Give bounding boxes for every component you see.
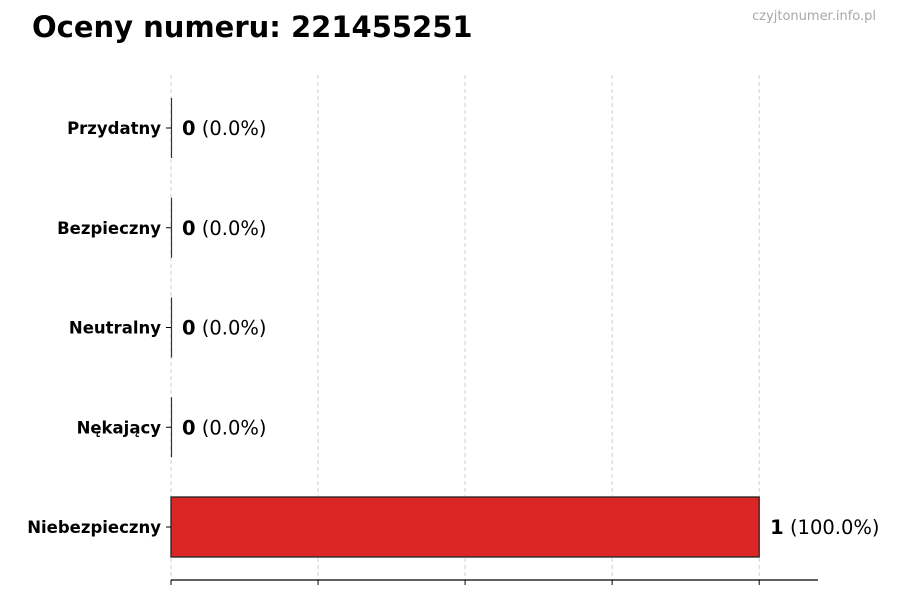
data-label-count: 0 xyxy=(182,416,196,439)
y-tick-label: Nękający xyxy=(77,418,162,437)
data-label-count: 0 xyxy=(182,117,196,140)
data-label: 0 (0.0%) xyxy=(182,416,267,439)
data-label-percent: (0.0%) xyxy=(196,317,267,340)
data-label-percent: (100.0%) xyxy=(784,516,880,539)
bar xyxy=(170,496,760,558)
chart-title: Oceny numeru: 221455251 xyxy=(32,10,473,44)
data-label-percent: (0.0%) xyxy=(196,416,267,439)
data-label-count: 1 xyxy=(770,516,784,539)
y-tick-label: Neutralny xyxy=(69,319,161,338)
data-label-count: 0 xyxy=(182,217,196,240)
data-label: 0 (0.0%) xyxy=(182,317,267,340)
data-label: 0 (0.0%) xyxy=(182,217,267,240)
y-tick-label: Niebezpieczny xyxy=(27,518,161,537)
data-label-count: 0 xyxy=(182,317,196,340)
y-tick-label: Przydatny xyxy=(67,119,161,138)
data-label-percent: (0.0%) xyxy=(196,217,267,240)
data-label: 0 (0.0%) xyxy=(182,117,267,140)
y-tick-label: Bezpieczny xyxy=(57,219,161,238)
watermark: czyjtonumer.info.pl xyxy=(752,9,876,24)
data-label-percent: (0.0%) xyxy=(196,117,267,140)
data-label: 1 (100.0%) xyxy=(770,516,879,539)
